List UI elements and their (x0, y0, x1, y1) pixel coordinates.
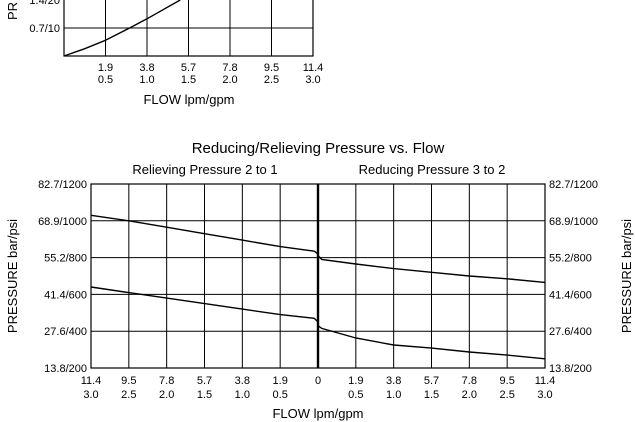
x-tick-label-gpm: 0.5 (273, 389, 288, 401)
x-tick-label-gpm: 1.5 (197, 389, 212, 401)
x-tick-label-lpm: 3.8 (139, 62, 154, 74)
x-tick-label-lpm: 5.7 (197, 375, 212, 387)
y-tick-label-left: 55.2/800 (44, 253, 87, 265)
x-tick-label-gpm: 2.5 (121, 389, 136, 401)
y-axis-label-right: PRESSURE bar/psi (619, 219, 634, 333)
x-tick-label-lpm: 5.7 (424, 375, 439, 387)
x-tick-label-gpm: 2.0 (462, 389, 477, 401)
x-tick-label-lpm: 7.8 (159, 375, 174, 387)
x-axis-label: FLOW lpm/gpm (272, 406, 363, 421)
relieving-line (90, 286, 319, 323)
y-tick-label-right: 82.7/1200 (549, 179, 598, 191)
x-tick-label-lpm: 7.8 (462, 375, 477, 387)
y-tick-label-right: 68.9/1000 (549, 216, 598, 228)
data-line (63, 0, 181, 57)
y-tick-label-right: 13.8/200 (549, 363, 592, 375)
x-tick-label-lpm: 0 (315, 375, 321, 387)
y-tick-label-left: 41.4/600 (44, 289, 87, 301)
y-tick-label-left: 82.7/1200 (38, 179, 87, 191)
x-tick-label-lpm: 5.7 (181, 62, 196, 74)
top-chart-labels: FLOW lpm/gpm PR (5, 2, 235, 107)
reducing-line (317, 325, 546, 360)
x-tick-label-lpm: 9.5 (500, 375, 515, 387)
x-tick-label-gpm: 2.0 (222, 74, 237, 86)
x-tick-label-lpm: 1.9 (273, 375, 288, 387)
y-tick-label-left: 13.8/200 (44, 363, 87, 375)
y-tick-label-left: 27.6/400 (44, 326, 87, 338)
x-tick-label-lpm: 1.9 (98, 62, 113, 74)
top-y-axis-label: PR (5, 2, 20, 20)
y-tick-label: 0.7/10 (29, 23, 60, 35)
y-tick-label-left: 68.9/1000 (38, 216, 87, 228)
x-tick-label-lpm: 11.4 (303, 62, 324, 74)
plot-frame (63, 0, 314, 57)
x-tick-label-lpm: 9.5 (121, 375, 136, 387)
x-tick-label-lpm: 3.8 (235, 375, 250, 387)
x-tick-label-gpm: 1.0 (139, 74, 154, 86)
x-tick-label-lpm: 7.8 (222, 62, 237, 74)
x-tick-label-gpm: 3.0 (537, 389, 552, 401)
x-tick-label-gpm: 1.0 (386, 389, 401, 401)
x-tick-label-lpm: 9.5 (264, 62, 279, 74)
x-tick-label-gpm: 3.0 (83, 389, 98, 401)
x-tick-label-gpm: 2.5 (264, 74, 279, 86)
relieving-line (90, 214, 319, 255)
x-tick-label-gpm: 1.0 (235, 389, 250, 401)
x-tick-label-gpm: 0.5 (98, 74, 113, 86)
reducing-subtitle: Reducing Pressure 3 to 2 (359, 162, 506, 177)
relieving-subtitle: Relieving Pressure 2 to 1 (132, 162, 277, 177)
x-tick-label-lpm: 3.8 (386, 375, 401, 387)
x-tick-label-gpm: 3.0 (305, 74, 320, 86)
top-x-axis-label: FLOW lpm/gpm (143, 92, 234, 107)
reducing-line (317, 255, 546, 284)
y-tick-label-right: 55.2/800 (549, 253, 592, 265)
x-tick-label-gpm: 2.5 (500, 389, 515, 401)
y-tick-label-right: 27.6/400 (549, 326, 592, 338)
top-chart: 0.7/10 1.4/20 1.90.5 3.81.0 5.71.5 7.82.0 9.52… (29, 0, 323, 86)
x-tick-label-gpm: 2.0 (159, 389, 174, 401)
bottom-chart: Reducing/Relieving Pressure vs. Flow Rel… (5, 140, 634, 421)
x-tick-label-lpm: 11.4 (81, 375, 102, 387)
x-tick-label-gpm: 1.5 (181, 74, 196, 86)
x-tick-label-gpm: 0.5 (348, 389, 363, 401)
y-tick-label-right: 41.4/600 (549, 289, 592, 301)
y-axis-label-left: PRESSURE bar/psi (5, 219, 20, 333)
x-tick-label-lpm: 1.9 (348, 375, 363, 387)
y-tick-label: 1.4/20 (29, 0, 60, 7)
x-tick-label-lpm: 11.4 (535, 375, 556, 387)
chart-title: Reducing/Relieving Pressure vs. Flow (192, 140, 445, 157)
x-tick-label-gpm: 1.5 (424, 389, 439, 401)
